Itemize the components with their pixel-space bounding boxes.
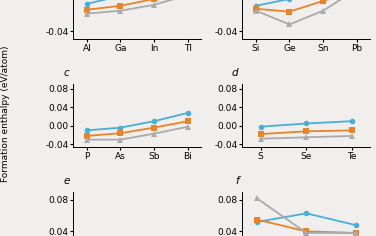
Text: c: c: [64, 68, 70, 78]
Text: Formation enthalpy (eV/atom): Formation enthalpy (eV/atom): [1, 45, 10, 181]
Text: f: f: [235, 176, 238, 186]
Text: d: d: [232, 68, 238, 78]
Text: e: e: [63, 176, 70, 186]
